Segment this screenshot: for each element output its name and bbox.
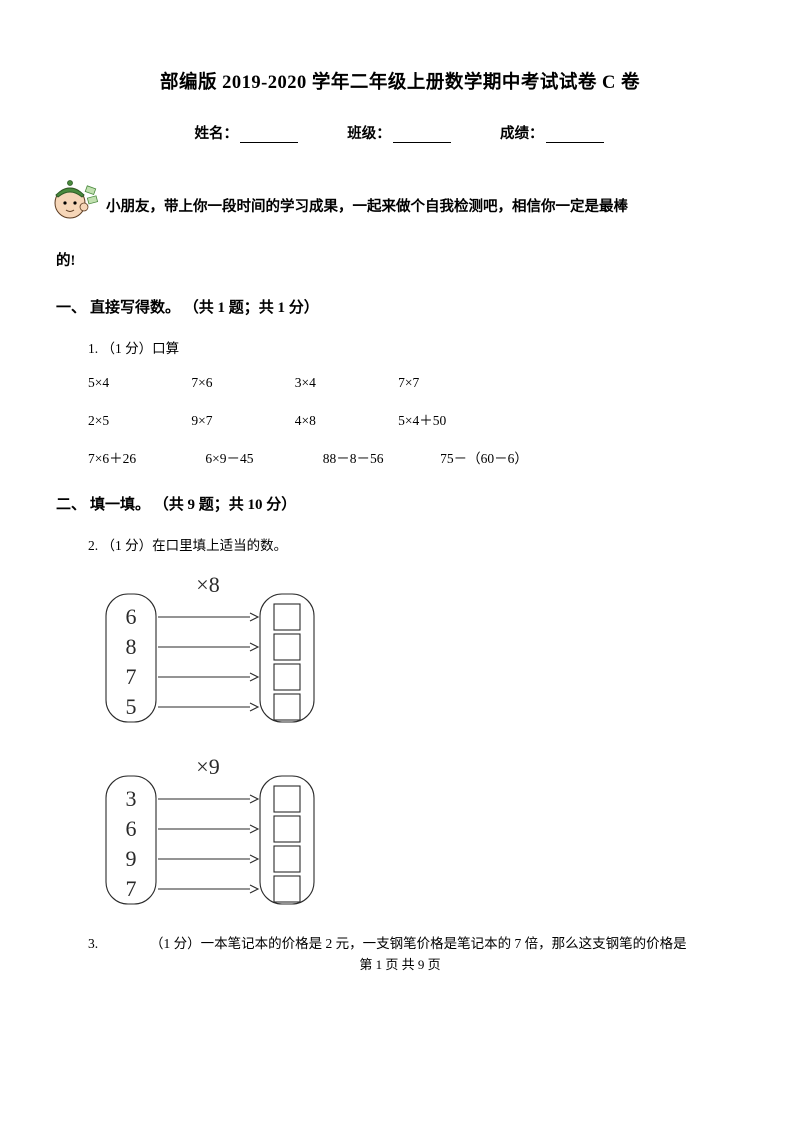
question-1-num: 1. (88, 341, 98, 356)
name-label: 姓名： (195, 126, 239, 142)
expr: 9×7 (191, 413, 291, 429)
calc-row-2: 2×5 9×7 4×8 5×4＋50 (56, 409, 744, 429)
question-2: 2. （1 分）在口里填上适当的数。 (56, 534, 744, 554)
expr: 5×4 (88, 375, 188, 391)
calc-row-1: 5×4 7×6 3×4 7×7 (56, 375, 744, 391)
section-2-title: 填一填。 (90, 497, 150, 513)
calc-row-3: 7×6＋26 6×9－45 88－8－56 75－（60－6） (56, 447, 744, 467)
score-blank[interactable] (546, 128, 604, 143)
question-3: 3.（1 分）一本笔记本的价格是 2 元，一支钢笔价格是笔记本的 7 倍，那么这… (56, 932, 744, 952)
class-blank[interactable] (393, 128, 451, 143)
question-3-num: 3. (88, 936, 150, 952)
expr: 6×9－45 (205, 447, 319, 467)
name-blank[interactable] (240, 128, 298, 143)
section-1-meta: （共 1 题；共 1 分） (184, 300, 319, 316)
section-2-num: 二、 (56, 497, 86, 513)
encourage-text-line2: 的! (56, 249, 744, 270)
expr: 3×4 (295, 375, 395, 391)
student-info-line: 姓名： 班级： 成绩： (56, 122, 744, 143)
svg-text:7: 7 (126, 664, 137, 689)
expr: 5×4＋50 (398, 409, 498, 429)
score-label: 成绩： (500, 126, 544, 142)
page-footer: 第 1 页 共 9 页 (56, 954, 744, 973)
svg-text:8: 8 (126, 634, 137, 659)
question-2-meta: （1 分）在口里填上适当的数。 (102, 538, 288, 553)
mascot-icon (44, 171, 100, 227)
expr: 2×5 (88, 413, 188, 429)
expr: 7×6＋26 (88, 447, 202, 467)
diagram-1: ×8 6 8 7 5 (56, 572, 744, 730)
diagram-2: ×9 3 6 9 7 (56, 754, 744, 912)
expr: 7×6 (191, 375, 291, 391)
svg-text:×8: ×8 (196, 572, 219, 597)
expr: 88－8－56 (323, 447, 437, 467)
encourage-text-line1: 小朋友，带上你一段时间的学习成果，一起来做个自我检测吧，相信你一定是最棒 (106, 189, 744, 227)
class-label: 班级： (347, 126, 391, 142)
question-1: 1. （1 分）口算 (56, 337, 744, 357)
svg-text:7: 7 (126, 876, 137, 901)
section-1-title: 直接写得数。 (90, 300, 180, 316)
expr: 75－（60－6） (440, 447, 554, 467)
page-title: 部编版 2019-2020 学年二年级上册数学期中考试试卷 C 卷 (56, 68, 744, 94)
svg-text:9: 9 (126, 846, 137, 871)
question-1-meta: （1 分）口算 (102, 341, 180, 356)
svg-text:5: 5 (126, 694, 137, 719)
question-3-text: （1 分）一本笔记本的价格是 2 元，一支钢笔价格是笔记本的 7 倍，那么这支钢… (150, 936, 687, 951)
expr: 7×7 (398, 375, 498, 391)
question-2-num: 2. (88, 538, 98, 553)
svg-text:6: 6 (126, 816, 137, 841)
svg-text:6: 6 (126, 604, 137, 629)
svg-text:×9: ×9 (196, 754, 219, 779)
expr: 4×8 (295, 413, 395, 429)
section-1-num: 一、 (56, 300, 86, 316)
svg-text:3: 3 (126, 786, 137, 811)
section-2-heading: 二、填一填。 （共 9 题；共 10 分） (56, 493, 744, 514)
section-2-meta: （共 9 题；共 10 分） (154, 497, 297, 513)
section-1-heading: 一、直接写得数。 （共 1 题；共 1 分） (56, 296, 744, 317)
